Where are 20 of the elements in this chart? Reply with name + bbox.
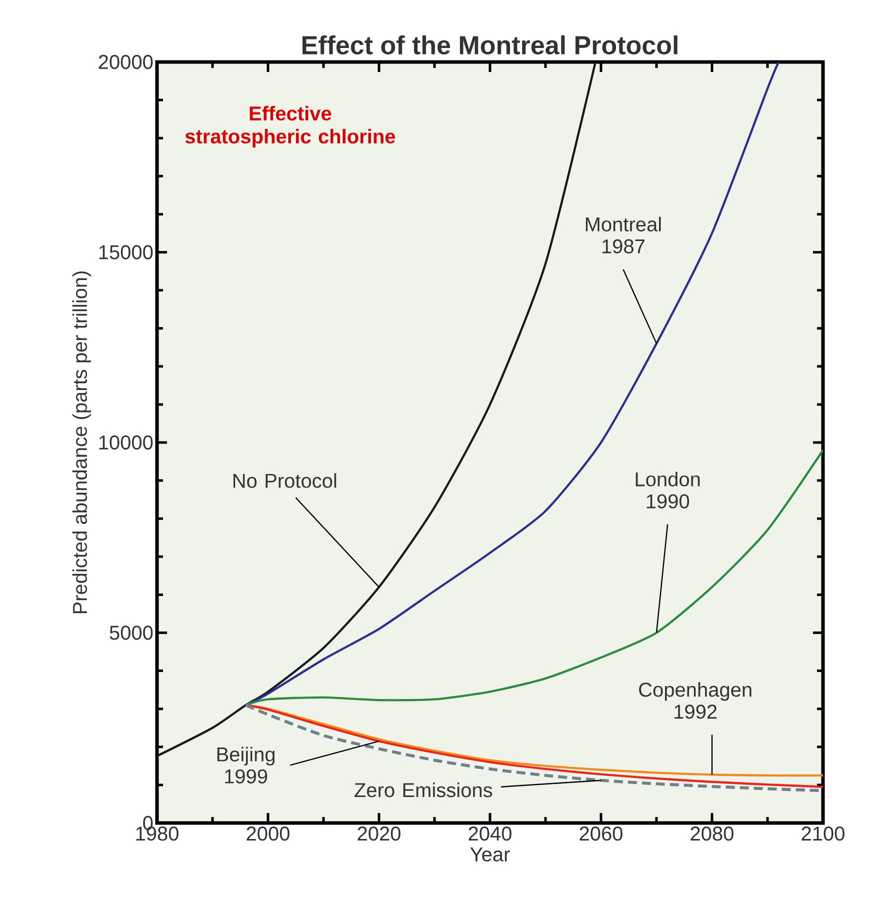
text: Effective stratospheric chlorine	[185, 106, 396, 148]
annotation: Beijing 1999	[217, 746, 275, 784]
x-tick-label: 2100	[802, 826, 844, 841]
chart-title: Effect of the Montreal Protocol	[302, 35, 678, 54]
annotation: Copenhagen 1992	[639, 682, 752, 719]
x-tick-label: 2020	[358, 826, 400, 841]
y-axis-title: Predicted abundance (parts per trillion)	[72, 271, 91, 614]
annotation: No Protocol	[233, 473, 336, 488]
x-axis-title: Year	[470, 848, 510, 862]
y-tick-label: 10000	[99, 435, 153, 450]
annotation: Montreal 1987	[586, 216, 661, 254]
x-tick-label: 2000	[246, 826, 290, 841]
x-tick-label: 2040	[468, 826, 512, 841]
x-tick-label: 2060	[580, 826, 622, 841]
x-tick-label: 2080	[690, 826, 734, 841]
y-tick-label: 5000	[110, 626, 153, 640]
annotation: London 1990	[636, 472, 700, 508]
y-tick-label: 15000	[99, 245, 153, 260]
y-tick-label: 20000	[98, 54, 153, 70]
annotation: Zero Emissions	[354, 782, 492, 798]
